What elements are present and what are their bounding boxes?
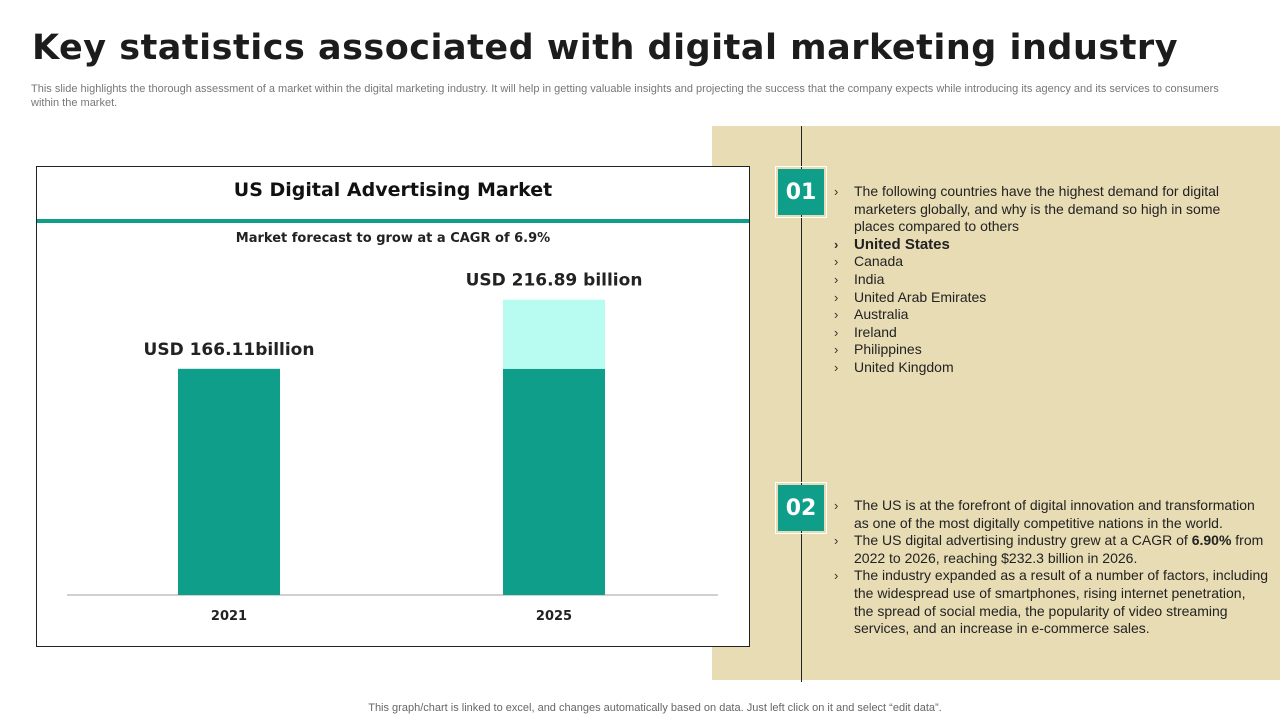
chevron-right-icon: › xyxy=(834,307,839,323)
section-number-badge: 01 xyxy=(775,166,827,218)
x-tick-label: 2021 xyxy=(211,609,247,624)
section-01-list: › The following countries have the highes… xyxy=(834,183,1234,377)
country-item: › United States xyxy=(834,235,950,253)
section-02-list: › The US is at the forefront of digital i… xyxy=(834,497,1268,638)
footer-note: This graph/chart is linked to excel, and… xyxy=(368,702,942,714)
chevron-right-icon: › xyxy=(834,271,839,287)
chevron-right-icon: › xyxy=(834,184,839,199)
chart-subtitle: Market forecast to grow at a CAGR of 6.9… xyxy=(235,231,551,246)
bar-chart[interactable]: USD 166.11billion 2021 USD 216.89 billion 2… xyxy=(37,167,749,646)
section-number-badge: 02 xyxy=(775,482,827,534)
chart-title-rule xyxy=(37,219,749,223)
chevron-right-icon: › xyxy=(834,324,839,340)
timeline-divider xyxy=(801,126,802,682)
chart-title: US Digital Advertising Market xyxy=(233,179,553,201)
country-item: › United Arab Emirates xyxy=(834,288,987,305)
chevron-right-icon: › xyxy=(834,254,839,270)
country-item: › Ireland xyxy=(834,323,897,340)
chevron-right-icon: › xyxy=(834,342,839,358)
chevron-right-icon: › xyxy=(834,568,839,584)
chevron-right-icon: › xyxy=(834,498,839,513)
bar-2021-base xyxy=(178,368,280,595)
info-panel-background xyxy=(712,126,1280,680)
page-subtitle: This slide highlights the thorough asses… xyxy=(31,83,1219,109)
country-item: › Australia xyxy=(834,306,909,323)
country-item: › Philippines xyxy=(834,341,922,358)
data-label: USD 166.11billion xyxy=(144,340,315,360)
data-label: USD 216.89 billion xyxy=(466,271,643,291)
section-02-point: › The US digital advertising industry gre… xyxy=(834,532,1264,566)
chevron-right-icon: › xyxy=(834,236,839,252)
chevron-right-icon: › xyxy=(834,359,839,375)
bar-2025-base xyxy=(503,368,605,595)
country-item: › India xyxy=(834,270,885,287)
section-02-point: › The industry expanded as a result of a … xyxy=(834,567,1269,637)
x-tick-label: 2025 xyxy=(536,609,572,624)
section-02-point: › The US is at the forefront of digital i… xyxy=(834,497,1255,531)
chart-card[interactable]: US Digital Advertising Market Market for… xyxy=(36,166,750,647)
chevron-right-icon: › xyxy=(834,533,839,549)
page-title: Key statistics associated with digital m… xyxy=(32,28,1179,68)
chevron-right-icon: › xyxy=(834,289,839,305)
country-item: › Canada xyxy=(834,253,904,270)
section-01-intro: › The following countries have the highes… xyxy=(834,183,1221,235)
bar-2025-growth xyxy=(503,299,605,369)
country-item: › United Kingdom xyxy=(834,358,954,375)
